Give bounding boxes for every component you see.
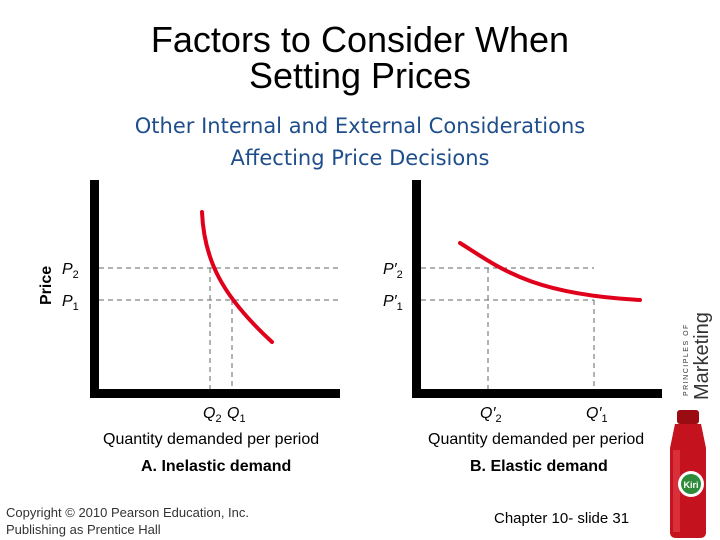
- panel-a-q1-label: Q1: [227, 405, 246, 425]
- panel-b-p1-label: P′1: [383, 293, 403, 313]
- panel-b-caption: B. Elastic demand: [470, 458, 608, 475]
- panel-a-y-label: Price: [38, 266, 55, 305]
- copyright-notice: Copyright © 2010 Pearson Education, Inc.…: [6, 504, 249, 538]
- panel-b-q1-label: Q′1: [586, 405, 608, 425]
- slide-title-line-1: Factors to Consider When: [150, 19, 570, 60]
- slide-subtitle-line-1: Other Internal and External Consideratio…: [134, 114, 586, 138]
- panel-a-p1-label: P1: [62, 293, 79, 313]
- panel-a-p2-label: P2: [62, 261, 79, 281]
- copyright-line-1: Copyright © 2010 Pearson Education, Inc.: [6, 505, 250, 520]
- panel-a-x-axis: [90, 389, 340, 398]
- juice-bottle-image: Kiri: [670, 410, 706, 538]
- panel-elastic: P′2 P′1 Q′2 Q′1 Quantity demanded per pe…: [383, 180, 662, 475]
- chapter-slide-number: Chapter 10- slide 31: [494, 510, 630, 527]
- textbook-brand: PRINCIPLES OF Marketing Kiri: [670, 312, 713, 538]
- copyright-line-2: Publishing as Prentice Hall: [6, 522, 161, 537]
- slide-subtitle: Other Internal and External Consideratio…: [60, 110, 660, 174]
- panel-b-x-axis: [412, 389, 662, 398]
- panel-a-q2-label: Q2: [203, 405, 222, 425]
- bottle-label-text: Kiri: [683, 480, 698, 490]
- slide-title-line-2: Setting Prices: [248, 55, 472, 96]
- panel-b-y-axis: [412, 180, 421, 398]
- slide-subtitle-line-2: Affecting Price Decisions: [230, 146, 490, 170]
- slide-title: Factors to Consider When Setting Prices: [60, 22, 660, 94]
- panel-a-x-label: Quantity demanded per period: [103, 431, 319, 448]
- panel-b-demand-curve: [458, 241, 642, 302]
- panel-b-p2-label: P′2: [383, 261, 403, 281]
- panel-inelastic: Price P2 P1 Q2 Q1 Quantity demanded per …: [38, 180, 340, 475]
- brand-large-text: Marketing: [691, 312, 713, 400]
- brand-small-text: PRINCIPLES OF: [683, 323, 690, 396]
- panel-b-q2-label: Q′2: [480, 405, 502, 425]
- panel-a-caption: A. Inelastic demand: [141, 458, 291, 475]
- panel-a-demand-curve: [200, 210, 274, 344]
- panel-a-y-axis: [90, 180, 99, 398]
- panel-b-x-label: Quantity demanded per period: [428, 431, 644, 448]
